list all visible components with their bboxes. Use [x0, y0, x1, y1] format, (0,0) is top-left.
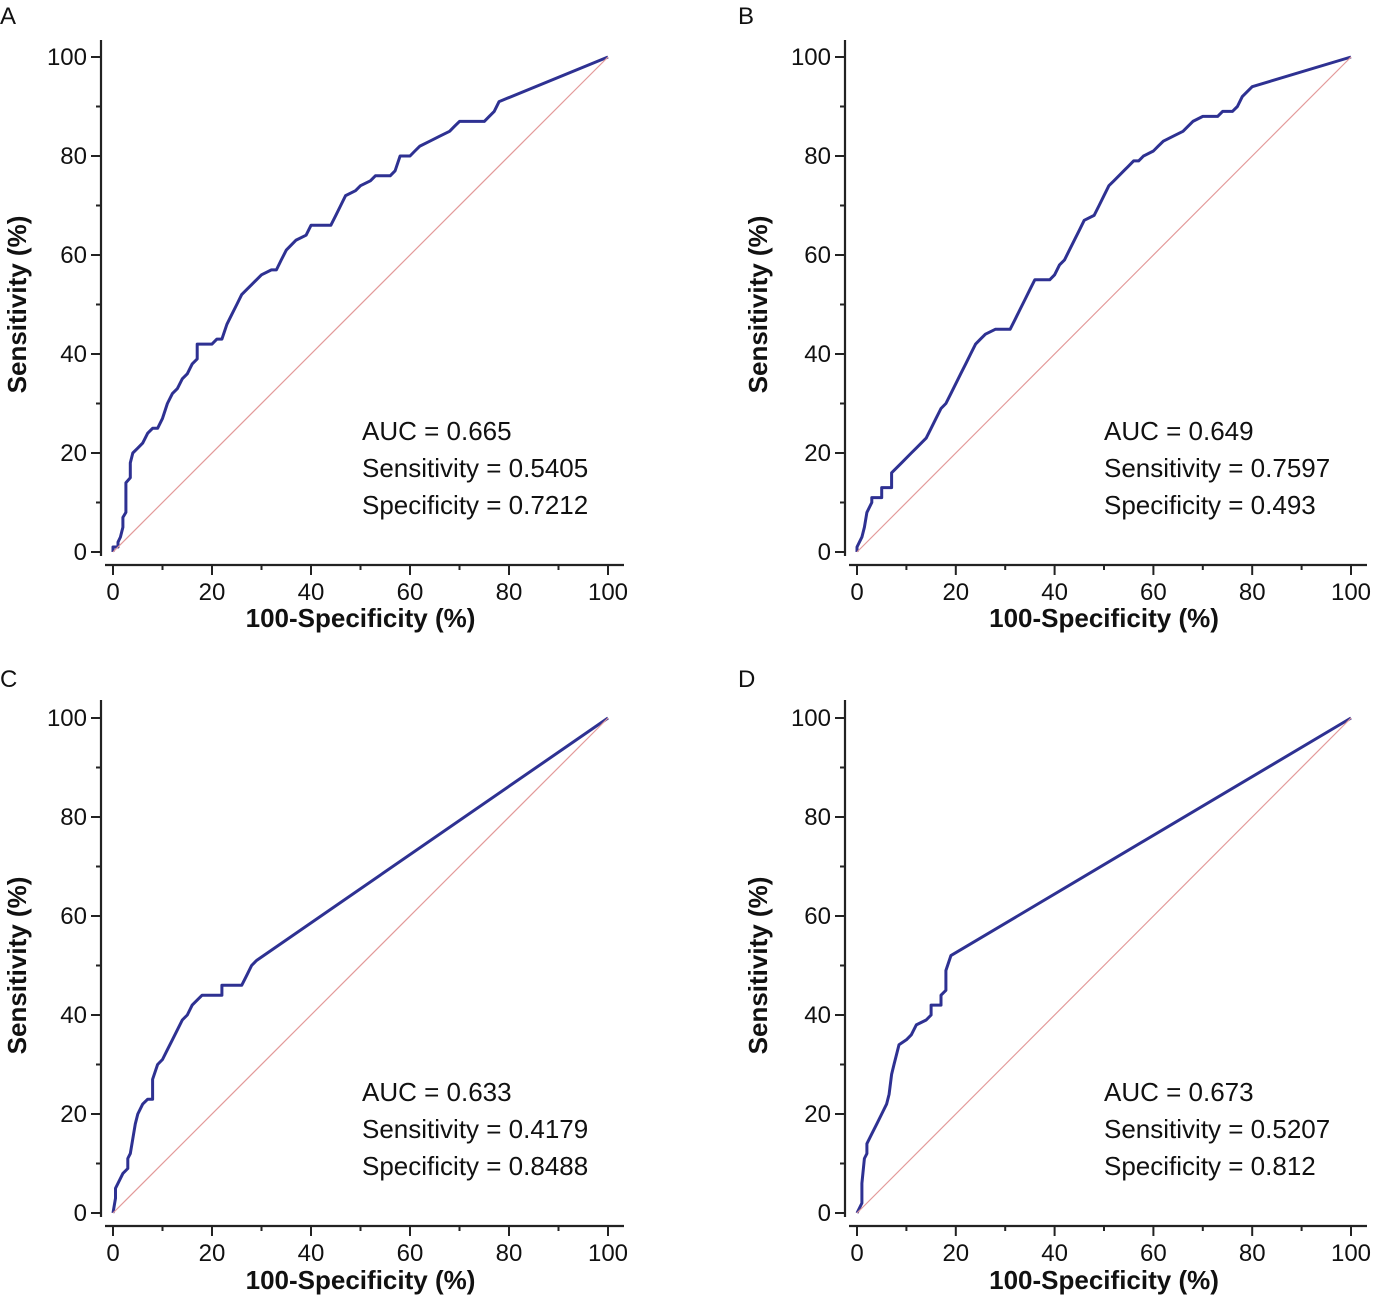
x-tick-label: 60: [1140, 1240, 1167, 1267]
x-tick-label: 0: [106, 579, 119, 606]
panel-label: A: [0, 3, 16, 30]
y-tick-label: 20: [804, 1101, 831, 1128]
y-tick-label: 80: [804, 804, 831, 831]
y-tick-label: 40: [804, 341, 831, 368]
roc-curve-line: [111, 716, 609, 1214]
x-tick-label: 0: [850, 1240, 863, 1267]
roc-curve-line: [855, 716, 1352, 1214]
x-tick-label: 60: [397, 1240, 424, 1267]
reference-diagonal-line: [856, 717, 1352, 1214]
y-axis-title: Sensitivity (%): [2, 216, 32, 394]
stat-annotation: Specificity = 0.812: [1104, 1151, 1316, 1181]
x-tick-label: 0: [850, 579, 863, 606]
panel-label: D: [738, 666, 755, 693]
stat-annotation: Specificity = 0.8488: [362, 1151, 588, 1181]
y-tick-label: 100: [47, 705, 87, 732]
x-tick-label: 20: [199, 1240, 226, 1267]
stat-annotation: AUC = 0.673: [1104, 1077, 1254, 1107]
x-tick-label: 100: [588, 579, 628, 606]
y-tick-label: 100: [47, 44, 87, 71]
stat-annotation: Sensitivity = 0.4179: [362, 1114, 588, 1144]
x-axis-title: 100-Specificity (%): [989, 1265, 1219, 1295]
x-tick-label: 100: [588, 1240, 628, 1267]
y-tick-label: 60: [804, 903, 831, 930]
x-axis-title: 100-Specificity (%): [246, 1265, 476, 1295]
stat-annotation: Specificity = 0.7212: [362, 490, 588, 520]
y-tick-label: 100: [791, 44, 831, 71]
x-tick-label: 20: [942, 1240, 969, 1267]
stat-annotation: Specificity = 0.493: [1104, 490, 1316, 520]
x-axis-title: 100-Specificity (%): [246, 603, 476, 633]
y-tick-label: 60: [60, 242, 87, 269]
x-tick-label: 80: [496, 579, 523, 606]
y-tick-label: 40: [60, 341, 87, 368]
stat-annotation: Sensitivity = 0.7597: [1104, 453, 1330, 483]
reference-diagonal-line: [856, 56, 1352, 553]
stat-annotation: AUC = 0.649: [1104, 416, 1254, 446]
roc-curve-line: [111, 55, 609, 552]
y-axis-title: Sensitivity (%): [743, 216, 773, 394]
y-tick-label: 80: [60, 143, 87, 170]
y-axis-title: Sensitivity (%): [743, 877, 773, 1055]
y-axis-title: Sensitivity (%): [2, 877, 32, 1055]
x-tick-label: 0: [106, 1240, 119, 1267]
stat-annotation: AUC = 0.665: [362, 416, 512, 446]
x-tick-label: 80: [1239, 579, 1266, 606]
x-tick-label: 20: [942, 579, 969, 606]
y-tick-label: 0: [74, 539, 87, 566]
x-tick-label: 100: [1331, 1240, 1371, 1267]
y-tick-label: 0: [818, 1200, 831, 1227]
x-tick-label: 40: [1041, 1240, 1068, 1267]
stat-annotation: Sensitivity = 0.5405: [362, 453, 588, 483]
reference-diagonal-line: [112, 717, 609, 1214]
x-tick-label: 60: [1140, 579, 1167, 606]
x-tick-label: 60: [397, 579, 424, 606]
x-tick-label: 20: [199, 579, 226, 606]
roc-curve-line: [855, 55, 1352, 552]
reference-diagonal-line: [112, 56, 609, 553]
y-tick-label: 100: [791, 705, 831, 732]
roc-panel-d: D 0 20 40 60 80 100 0 20 40 60 80 100 100-Specificity…: [738, 666, 1371, 1295]
x-tick-label: 40: [1041, 579, 1068, 606]
y-tick-label: 20: [804, 440, 831, 467]
roc-panel-a: A 0 20 40 60 80 100 0 20 40 60 80 100 100-Specificity…: [0, 3, 628, 633]
x-axis-title: 100-Specificity (%): [989, 603, 1219, 633]
x-tick-label: 100: [1331, 579, 1371, 606]
y-tick-label: 40: [60, 1002, 87, 1029]
x-tick-label: 80: [496, 1240, 523, 1267]
stat-annotation: Sensitivity = 0.5207: [1104, 1114, 1330, 1144]
x-tick-label: 80: [1239, 1240, 1266, 1267]
y-tick-label: 60: [60, 903, 87, 930]
panel-label: B: [738, 3, 754, 30]
y-tick-label: 60: [804, 242, 831, 269]
y-tick-label: 40: [804, 1002, 831, 1029]
stat-annotation: AUC = 0.633: [362, 1077, 512, 1107]
y-tick-label: 80: [804, 143, 831, 170]
roc-panel-b: B 0 20 40 60 80 100 0 20 40 60 80 100 100-Specificity…: [738, 3, 1371, 633]
x-tick-label: 40: [298, 1240, 325, 1267]
x-tick-label: 40: [298, 579, 325, 606]
roc-panel-c: C 0 20 40 60 80 100 0 20 40 60 80 100 100-Specificity…: [0, 666, 628, 1295]
y-tick-label: 0: [74, 1200, 87, 1227]
y-tick-label: 20: [60, 1101, 87, 1128]
y-tick-label: 80: [60, 804, 87, 831]
y-tick-label: 20: [60, 440, 87, 467]
y-tick-label: 0: [818, 539, 831, 566]
panel-label: C: [0, 666, 17, 693]
